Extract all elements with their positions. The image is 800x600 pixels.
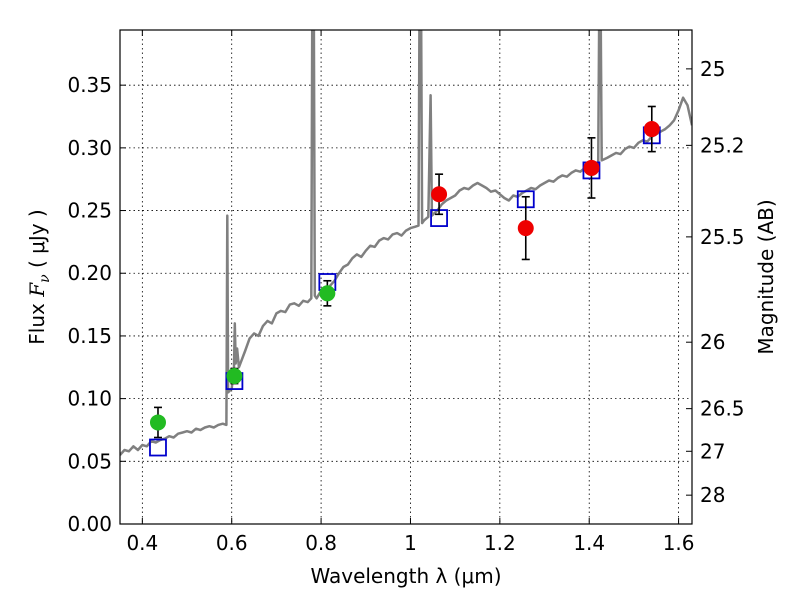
x-tick-label: 1.2 xyxy=(484,531,516,555)
x-tick-label: 0.8 xyxy=(305,531,337,555)
right-axis-label: Magnitude (AB) xyxy=(754,199,778,354)
right-tick-label: 25.5 xyxy=(700,225,745,249)
y-tick-label: 0.20 xyxy=(67,261,112,285)
y-tick-label: 0.00 xyxy=(67,512,112,536)
nir-data-point xyxy=(517,220,534,237)
nir-data-point xyxy=(583,159,600,176)
model-photometry-square xyxy=(149,438,167,457)
optical-data-point xyxy=(319,285,336,302)
y-axis-label: Flux Fν ( μJy ) xyxy=(25,209,53,344)
observed-photometry-markers xyxy=(149,121,660,431)
right-tick-label: 28 xyxy=(700,483,725,507)
x-tick-label: 0.4 xyxy=(126,531,158,555)
right-tick-label: 26.5 xyxy=(700,397,745,421)
x-axis-ticks: 0.4 0.6 0.8 1 1.2 1.4 1.6 xyxy=(126,30,695,555)
y-tick-label: 0.25 xyxy=(67,199,112,223)
y-tick-label: 0.35 xyxy=(67,73,112,97)
plot-frame xyxy=(119,29,693,525)
y-tick-label: 0.15 xyxy=(67,324,112,348)
nir-data-point xyxy=(643,121,660,138)
y-tick-label: 0.10 xyxy=(67,387,112,411)
model-spectrum-line xyxy=(120,30,692,456)
y-tick-label: 0.30 xyxy=(67,136,112,160)
x-tick-label: 1.6 xyxy=(663,531,695,555)
x-axis-label: Wavelength λ (μm) xyxy=(310,564,501,588)
grid-lines xyxy=(120,30,692,524)
optical-data-point xyxy=(149,414,166,431)
nir-data-point xyxy=(431,186,448,203)
x-tick-label: 1 xyxy=(404,531,417,555)
right-tick-label: 25 xyxy=(700,57,725,81)
right-tick-label: 25.2 xyxy=(700,133,745,157)
right-tick-label: 26 xyxy=(700,330,725,354)
right-axis-ticks: 25 25.2 25.5 26 26.5 27 28 xyxy=(686,57,745,507)
right-tick-label: 27 xyxy=(700,439,725,463)
y-axis-ticks: 0.00 0.05 0.10 0.15 0.20 0.25 0.30 0.35 xyxy=(67,73,126,536)
plot-area xyxy=(120,30,692,457)
y-tick-label: 0.05 xyxy=(67,449,112,473)
x-tick-label: 1.4 xyxy=(573,531,605,555)
x-tick-label: 0.6 xyxy=(216,531,248,555)
optical-data-point xyxy=(226,368,243,385)
